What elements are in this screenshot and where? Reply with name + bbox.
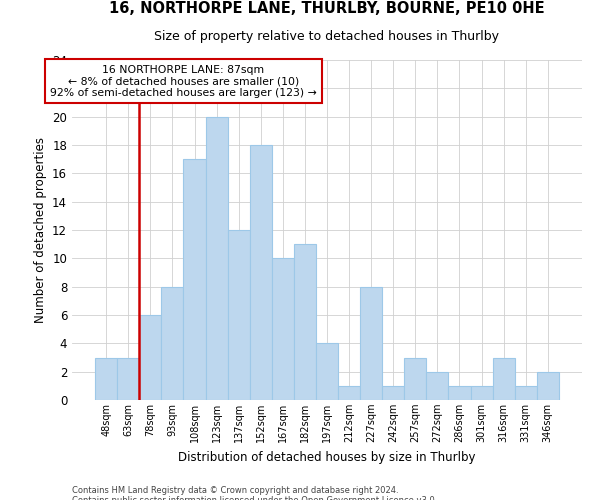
Text: 16 NORTHORPE LANE: 87sqm
← 8% of detached houses are smaller (10)
92% of semi-de: 16 NORTHORPE LANE: 87sqm ← 8% of detache… [50, 64, 317, 98]
Bar [184, 159, 206, 400]
X-axis label: Distribution of detached houses by size in Thurlby: Distribution of detached houses by size … [178, 450, 476, 464]
Bar [95, 358, 117, 400]
Y-axis label: Number of detached properties: Number of detached properties [34, 137, 47, 323]
Bar [427, 372, 448, 400]
Bar [404, 358, 427, 400]
Bar [382, 386, 404, 400]
Bar [470, 386, 493, 400]
Bar [117, 358, 139, 400]
Bar [316, 344, 338, 400]
Bar [515, 386, 537, 400]
Bar [161, 286, 184, 400]
Text: Size of property relative to detached houses in Thurlby: Size of property relative to detached ho… [155, 30, 499, 43]
Bar [139, 315, 161, 400]
Bar [493, 358, 515, 400]
Text: 16, NORTHORPE LANE, THURLBY, BOURNE, PE10 0HE: 16, NORTHORPE LANE, THURLBY, BOURNE, PE1… [109, 1, 545, 16]
Bar [206, 116, 227, 400]
Bar [294, 244, 316, 400]
Bar [227, 230, 250, 400]
Text: Contains public sector information licensed under the Open Government Licence v3: Contains public sector information licen… [72, 496, 437, 500]
Bar [537, 372, 559, 400]
Bar [272, 258, 294, 400]
Bar [448, 386, 470, 400]
Bar [250, 145, 272, 400]
Bar [338, 386, 360, 400]
Bar [360, 286, 382, 400]
Text: Contains HM Land Registry data © Crown copyright and database right 2024.: Contains HM Land Registry data © Crown c… [72, 486, 398, 495]
